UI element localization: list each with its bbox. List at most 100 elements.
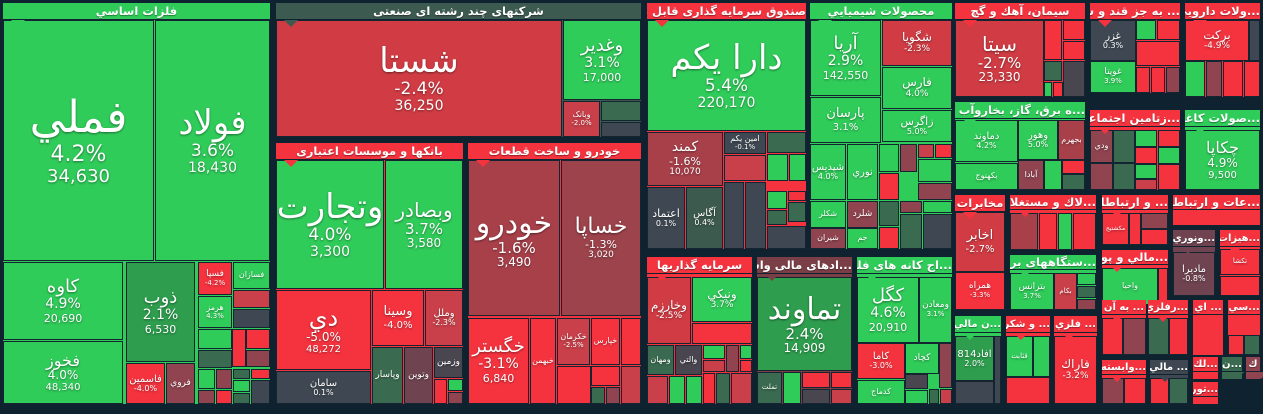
- stock-tile-small[interactable]: [789, 154, 806, 181]
- stock-tile-small[interactable]: [918, 159, 952, 182]
- stock-tile[interactable]: هرمز 4.3%: [198, 296, 232, 328]
- stock-tile-small[interactable]: [1044, 160, 1062, 190]
- sector-title[interactable]: ...سي: [1228, 300, 1260, 315]
- sector-title[interactable]: ...ستگاههای برقی: [1010, 255, 1096, 270]
- stock-tile[interactable]: اخابر -2.7%: [955, 212, 1005, 272]
- stock-tile-small[interactable]: [1158, 130, 1180, 147]
- stock-tile-small[interactable]: [703, 360, 725, 372]
- stock-tile[interactable]: آريا 2.9% 142,550: [810, 20, 881, 96]
- stock-tile[interactable]: وغدير 3.1% 17,000: [563, 20, 641, 100]
- sector-title[interactable]: سرمايه گذاريها: [647, 257, 752, 274]
- stock-tile[interactable]: غزر 0.3%: [1090, 20, 1136, 61]
- sector-title[interactable]: ... اي: [1193, 300, 1223, 315]
- stock-tile-small[interactable]: [831, 389, 852, 404]
- stock-tile-small[interactable]: [1033, 336, 1050, 377]
- stock-tile[interactable]: وخارزم -2.5%: [647, 277, 691, 344]
- stock-tile[interactable]: فاراك -3.2%: [1054, 336, 1097, 404]
- stock-tile-small[interactable]: [879, 173, 899, 200]
- stock-tile-small[interactable]: [788, 191, 806, 201]
- stock-tile-small[interactable]: [1090, 163, 1113, 190]
- sector-title[interactable]: ...ن: [1222, 357, 1242, 372]
- stock-tile-small[interactable]: [767, 226, 806, 249]
- sector-title[interactable]: ... به آن: [1102, 300, 1146, 315]
- stock-tile-small[interactable]: [557, 366, 591, 404]
- stock-tile-small[interactable]: [1044, 61, 1062, 81]
- stock-tile-small[interactable]: [216, 369, 232, 389]
- stock-tile[interactable]: ونيكي 3.7%: [692, 277, 752, 322]
- stock-tile-small[interactable]: [802, 372, 830, 388]
- stock-tile-small[interactable]: [1123, 318, 1146, 355]
- stock-tile[interactable]: وزمين: [434, 347, 463, 378]
- stock-tile[interactable]: شپديس 4.0%: [810, 144, 846, 200]
- stock-tile[interactable]: والتي: [675, 345, 702, 375]
- stock-tile-small[interactable]: [1169, 318, 1188, 355]
- sector-title[interactable]: صندوق سرمایه گذاری قابل معامله: [647, 3, 806, 20]
- stock-tile[interactable]: امين يكم -0.1%: [724, 132, 766, 154]
- stock-tile[interactable]: مكشتيج: [1102, 213, 1129, 245]
- stock-tile[interactable]: وملل -2.3%: [425, 290, 463, 346]
- stock-tile[interactable]: خكرمان -2.5%: [557, 318, 590, 365]
- stock-tile[interactable]: خساپا -1.3% 3,020: [561, 160, 641, 316]
- stock-tile[interactable]: وتجارت 4.0% 3,300: [276, 160, 384, 289]
- stock-tile-small[interactable]: [1158, 147, 1180, 164]
- stock-tile-small[interactable]: [1063, 61, 1085, 97]
- stock-tile[interactable]: بكام: [1054, 273, 1077, 310]
- stock-tile[interactable]: كدماج: [857, 380, 905, 404]
- stock-tile[interactable]: کاوه 4.9% 20,690: [3, 262, 123, 340]
- stock-tile-small[interactable]: [767, 210, 787, 225]
- stock-tile[interactable]: آبادا: [1018, 160, 1044, 190]
- stock-tile-small[interactable]: [251, 380, 270, 404]
- sector-title[interactable]: ... فلزي: [1054, 316, 1097, 333]
- stock-tile-small[interactable]: [940, 389, 952, 404]
- stock-tile-small[interactable]: [232, 329, 246, 367]
- sector-title[interactable]: ...وابسته: [1102, 360, 1146, 375]
- stock-tile-small[interactable]: [591, 366, 620, 386]
- stock-tile[interactable]: آگاس 0.4%: [686, 187, 723, 249]
- stock-tile-small[interactable]: [1062, 174, 1085, 190]
- sector-title[interactable]: ...ولات دارويي: [1185, 3, 1260, 20]
- stock-tile-small[interactable]: [1058, 213, 1072, 250]
- stock-tile-small[interactable]: [1244, 335, 1260, 355]
- sector-title[interactable]: ...هيزات: [1220, 230, 1260, 247]
- stock-tile-small[interactable]: [1158, 164, 1180, 190]
- stock-tile-small[interactable]: [1062, 160, 1085, 174]
- sector-title[interactable]: بانکها و موسسات اعتباری: [276, 143, 463, 160]
- stock-tile-small[interactable]: [1044, 20, 1062, 60]
- sector-title[interactable]: فلزات اساسي: [3, 3, 270, 20]
- stock-tile[interactable]: فسازان: [233, 262, 270, 289]
- stock-tile[interactable]: وهور 5.0%: [1018, 120, 1058, 160]
- stock-tile-small[interactable]: [1006, 377, 1050, 404]
- stock-tile-small[interactable]: [1244, 61, 1260, 97]
- stock-tile[interactable]: خودرو -1.6% 3,490: [468, 160, 560, 316]
- stock-tile[interactable]: كاما -3.0%: [857, 343, 905, 379]
- stock-tile[interactable]: ودي: [1090, 130, 1113, 163]
- stock-tile[interactable]: فملي 4.2% 34,630: [3, 20, 154, 261]
- stock-tile[interactable]: زاگرس 5.0%: [882, 110, 952, 142]
- stock-tile[interactable]: شكلر: [810, 201, 846, 228]
- stock-tile-small[interactable]: [905, 390, 928, 404]
- sector-title[interactable]: ...صولات كاغذي: [1185, 110, 1260, 127]
- sector-title[interactable]: ...عات و ارتباطات: [1173, 195, 1260, 210]
- stock-tile[interactable]: فروي: [166, 363, 195, 404]
- stock-tile-small[interactable]: [918, 183, 952, 200]
- stock-tile[interactable]: نوري: [847, 144, 878, 200]
- stock-tile[interactable]: كچاد: [905, 343, 939, 374]
- sector-title[interactable]: ... به جز قند و شكر: [1090, 3, 1180, 20]
- stock-tile-small[interactable]: [918, 144, 934, 158]
- stock-tile-small[interactable]: [879, 144, 899, 172]
- sector-title[interactable]: ...زتامين اجتماعي: [1090, 110, 1180, 127]
- stock-tile-small[interactable]: [879, 201, 899, 226]
- stock-tile-small[interactable]: [233, 380, 250, 392]
- stock-tile[interactable]: شلرد: [847, 201, 878, 228]
- stock-tile-small[interactable]: [1063, 41, 1085, 60]
- stock-tile-small[interactable]: [1136, 67, 1150, 93]
- stock-tile-small[interactable]: [939, 343, 952, 388]
- stock-tile[interactable]: شستا -2.4% 36,250: [276, 20, 562, 137]
- stock-tile-small[interactable]: [621, 366, 641, 404]
- stock-tile-small[interactable]: [448, 379, 463, 391]
- stock-tile-small[interactable]: [1136, 41, 1180, 66]
- stock-tile-small[interactable]: [233, 393, 250, 404]
- stock-tile[interactable]: همراه -3.3%: [955, 272, 1005, 310]
- stock-tile-small[interactable]: [900, 201, 922, 213]
- stock-tile-small[interactable]: [1113, 130, 1135, 163]
